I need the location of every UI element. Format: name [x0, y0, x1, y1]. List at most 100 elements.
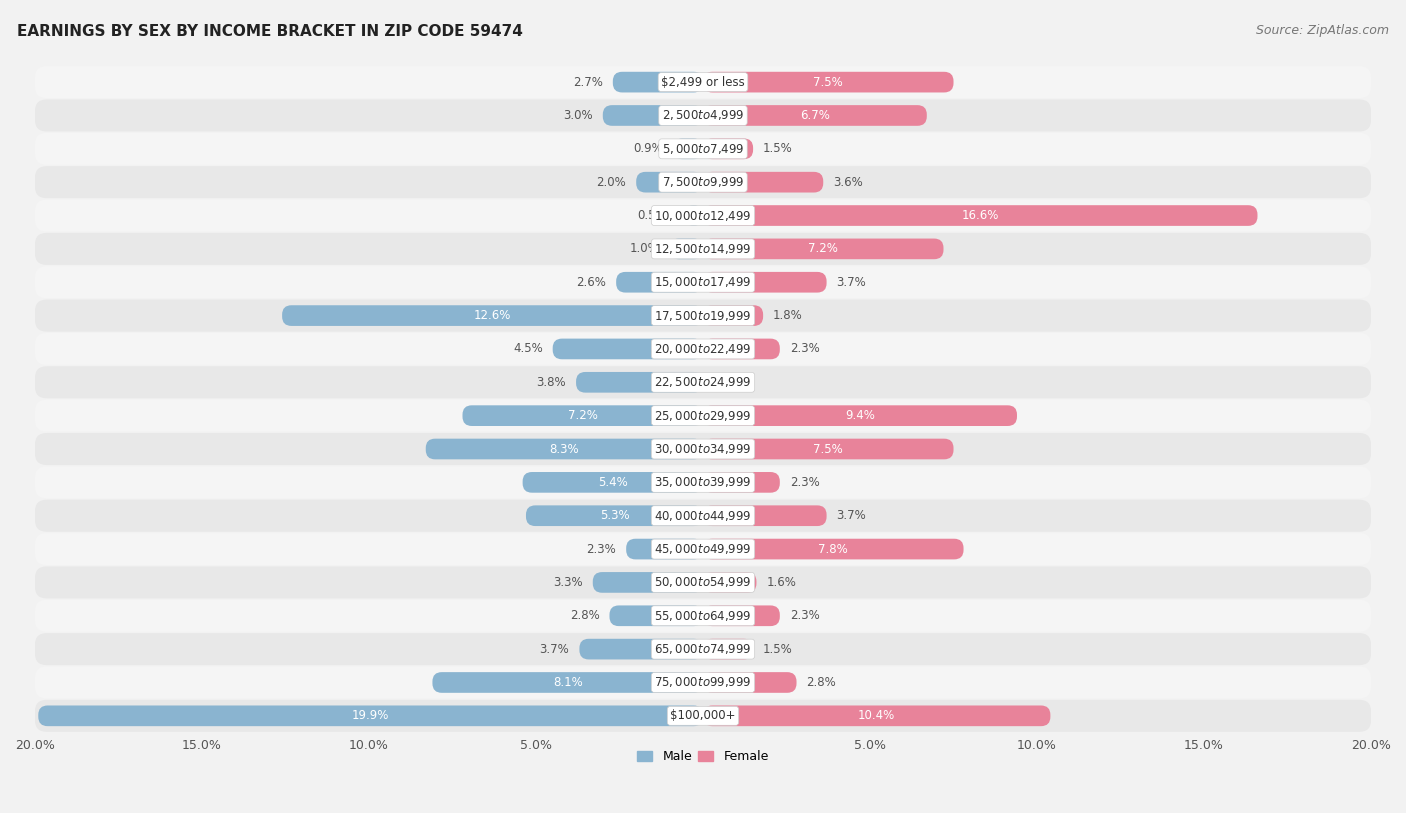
FancyBboxPatch shape — [703, 506, 827, 526]
FancyBboxPatch shape — [703, 305, 763, 326]
FancyBboxPatch shape — [703, 205, 1257, 226]
FancyBboxPatch shape — [603, 105, 703, 126]
FancyBboxPatch shape — [703, 606, 780, 626]
Text: $10,000 to $12,499: $10,000 to $12,499 — [654, 209, 752, 223]
Text: $50,000 to $54,999: $50,000 to $54,999 — [654, 576, 752, 589]
Text: $35,000 to $39,999: $35,000 to $39,999 — [654, 476, 752, 489]
Text: 3.6%: 3.6% — [834, 176, 863, 189]
FancyBboxPatch shape — [35, 633, 1371, 665]
FancyBboxPatch shape — [35, 66, 1371, 98]
Text: 0.9%: 0.9% — [633, 142, 662, 155]
FancyBboxPatch shape — [35, 600, 1371, 632]
Text: 7.5%: 7.5% — [814, 76, 844, 89]
Text: $30,000 to $34,999: $30,000 to $34,999 — [654, 442, 752, 456]
Text: $100,000+: $100,000+ — [671, 709, 735, 722]
FancyBboxPatch shape — [35, 400, 1371, 432]
Text: 16.6%: 16.6% — [962, 209, 998, 222]
FancyBboxPatch shape — [35, 533, 1371, 565]
FancyBboxPatch shape — [685, 205, 703, 226]
Text: 2.3%: 2.3% — [790, 609, 820, 622]
Text: $45,000 to $49,999: $45,000 to $49,999 — [654, 542, 752, 556]
FancyBboxPatch shape — [609, 606, 703, 626]
Text: 3.3%: 3.3% — [553, 576, 582, 589]
Text: 1.6%: 1.6% — [766, 576, 796, 589]
Text: 2.7%: 2.7% — [572, 76, 603, 89]
FancyBboxPatch shape — [613, 72, 703, 93]
FancyBboxPatch shape — [673, 138, 703, 159]
Text: 1.5%: 1.5% — [763, 142, 793, 155]
Text: 5.3%: 5.3% — [600, 509, 630, 522]
Text: $5,000 to $7,499: $5,000 to $7,499 — [662, 141, 744, 156]
FancyBboxPatch shape — [35, 99, 1371, 132]
FancyBboxPatch shape — [35, 467, 1371, 498]
Text: 5.4%: 5.4% — [598, 476, 627, 489]
FancyBboxPatch shape — [703, 672, 797, 693]
FancyBboxPatch shape — [703, 105, 927, 126]
FancyBboxPatch shape — [526, 506, 703, 526]
Text: EARNINGS BY SEX BY INCOME BRACKET IN ZIP CODE 59474: EARNINGS BY SEX BY INCOME BRACKET IN ZIP… — [17, 24, 523, 39]
FancyBboxPatch shape — [579, 639, 703, 659]
FancyBboxPatch shape — [703, 472, 780, 493]
FancyBboxPatch shape — [35, 233, 1371, 265]
Text: 3.7%: 3.7% — [837, 509, 866, 522]
FancyBboxPatch shape — [576, 372, 703, 393]
FancyBboxPatch shape — [553, 338, 703, 359]
FancyBboxPatch shape — [703, 338, 780, 359]
FancyBboxPatch shape — [626, 539, 703, 559]
FancyBboxPatch shape — [703, 406, 1017, 426]
Text: 8.3%: 8.3% — [550, 442, 579, 455]
Text: $7,500 to $9,999: $7,500 to $9,999 — [662, 175, 744, 189]
FancyBboxPatch shape — [616, 272, 703, 293]
Text: 7.2%: 7.2% — [568, 409, 598, 422]
FancyBboxPatch shape — [703, 539, 963, 559]
FancyBboxPatch shape — [35, 500, 1371, 532]
Text: 7.2%: 7.2% — [808, 242, 838, 255]
Text: 10.4%: 10.4% — [858, 709, 896, 722]
Text: 3.0%: 3.0% — [564, 109, 593, 122]
FancyBboxPatch shape — [703, 439, 953, 459]
FancyBboxPatch shape — [703, 72, 953, 93]
Text: 7.5%: 7.5% — [814, 442, 844, 455]
FancyBboxPatch shape — [35, 133, 1371, 165]
FancyBboxPatch shape — [463, 406, 703, 426]
Text: 1.0%: 1.0% — [630, 242, 659, 255]
Text: $55,000 to $64,999: $55,000 to $64,999 — [654, 609, 752, 623]
FancyBboxPatch shape — [35, 433, 1371, 465]
Text: 2.8%: 2.8% — [807, 676, 837, 689]
FancyBboxPatch shape — [523, 472, 703, 493]
FancyBboxPatch shape — [433, 672, 703, 693]
Text: 3.7%: 3.7% — [540, 642, 569, 655]
Text: 3.7%: 3.7% — [837, 276, 866, 289]
Text: $22,500 to $24,999: $22,500 to $24,999 — [654, 376, 752, 389]
Text: $65,000 to $74,999: $65,000 to $74,999 — [654, 642, 752, 656]
Text: 4.5%: 4.5% — [513, 342, 543, 355]
FancyBboxPatch shape — [703, 272, 827, 293]
FancyBboxPatch shape — [636, 172, 703, 193]
Text: $2,499 or less: $2,499 or less — [661, 76, 745, 89]
FancyBboxPatch shape — [35, 199, 1371, 232]
FancyBboxPatch shape — [35, 700, 1371, 732]
Text: 3.8%: 3.8% — [537, 376, 567, 389]
FancyBboxPatch shape — [703, 238, 943, 259]
FancyBboxPatch shape — [703, 639, 754, 659]
Text: 0.56%: 0.56% — [637, 209, 675, 222]
Text: 2.6%: 2.6% — [576, 276, 606, 289]
FancyBboxPatch shape — [35, 667, 1371, 698]
Text: 19.9%: 19.9% — [352, 709, 389, 722]
FancyBboxPatch shape — [35, 367, 1371, 398]
Text: 2.3%: 2.3% — [790, 476, 820, 489]
Text: 1.8%: 1.8% — [773, 309, 803, 322]
FancyBboxPatch shape — [35, 567, 1371, 598]
FancyBboxPatch shape — [703, 172, 824, 193]
FancyBboxPatch shape — [703, 572, 756, 593]
FancyBboxPatch shape — [35, 333, 1371, 365]
Text: 2.0%: 2.0% — [596, 176, 626, 189]
FancyBboxPatch shape — [283, 305, 703, 326]
Text: 9.4%: 9.4% — [845, 409, 875, 422]
Text: $12,500 to $14,999: $12,500 to $14,999 — [654, 242, 752, 256]
Text: $20,000 to $22,499: $20,000 to $22,499 — [654, 342, 752, 356]
FancyBboxPatch shape — [35, 166, 1371, 198]
FancyBboxPatch shape — [38, 706, 703, 726]
FancyBboxPatch shape — [35, 266, 1371, 298]
FancyBboxPatch shape — [426, 439, 703, 459]
